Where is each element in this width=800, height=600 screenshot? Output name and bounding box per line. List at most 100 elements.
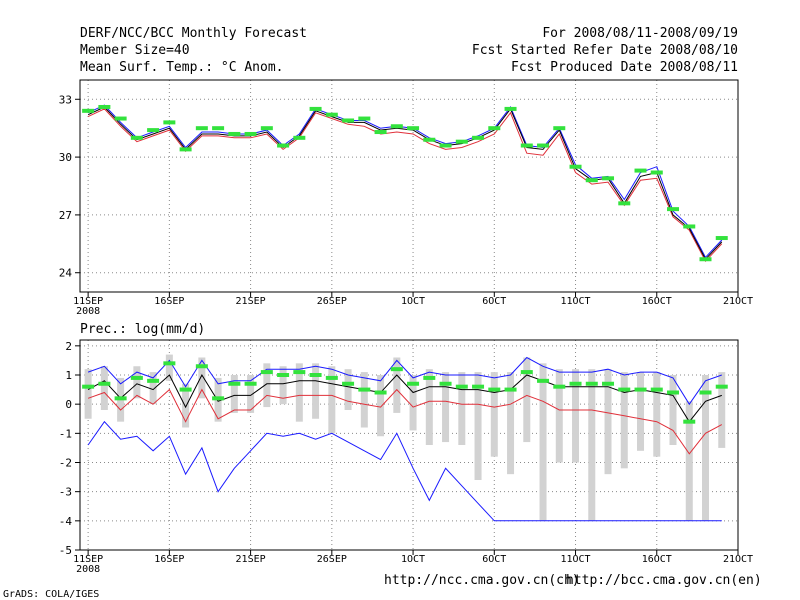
prec-spread-bar [669, 375, 677, 445]
temp-plot-frame [79, 79, 739, 293]
prec-line-max [87, 356, 722, 406]
temp-obs-marker [82, 108, 95, 113]
prec-xtick-label: 11SEP [73, 554, 103, 565]
prec-obs-marker [699, 390, 712, 395]
temp-obs-marker [439, 143, 452, 148]
temp-obs-marker [293, 135, 306, 140]
prec-spread-bar [295, 363, 303, 422]
temp-obs-marker [667, 207, 680, 212]
prec-spread-bar [474, 372, 482, 480]
header-member-size: Member Size=40 [80, 43, 190, 58]
prec-obs-marker [342, 381, 355, 386]
prec-obs-marker [472, 384, 485, 389]
prec-obs-marker [423, 375, 436, 380]
prec-obs-marker [602, 381, 615, 386]
prec-xtick-label: 16OCT [642, 554, 672, 565]
temp-xtick-label: 21SEP [236, 296, 266, 307]
prec-ytick-label: 2 [65, 340, 72, 353]
prec-spread-bar [263, 363, 271, 408]
footer-link-ncc[interactable]: http://ncc.cma.gov.cn(ch) [384, 573, 580, 588]
prec-xtick-label: 1OCT [401, 554, 425, 565]
prec-spread-bar [279, 366, 287, 405]
prec-plot-frame [79, 339, 739, 551]
prec-spread-bar [442, 372, 450, 443]
temp-ytick-label: 24 [59, 267, 73, 280]
prec-obs-marker [650, 387, 663, 392]
temp-obs-marker [455, 139, 468, 144]
prec-spread-bar [572, 369, 580, 463]
prec-obs-marker [667, 390, 680, 395]
temp-ytick-label: 27 [59, 209, 72, 222]
prec-obs-marker [374, 390, 387, 395]
prec-xtick-label: 16SEP [154, 554, 184, 565]
header-produced-date: Fcst Produced Date 2008/08/11 [511, 60, 738, 75]
footer-link-bcc[interactable]: http://bcc.cma.gov.cn(en) [566, 573, 762, 588]
prec-spread-bar [165, 354, 173, 381]
prec-obs-marker [569, 381, 582, 386]
temp-xtick-label: 1OCT [401, 296, 425, 307]
prec-obs-marker [147, 378, 160, 383]
prec-xtick-label: 21SEP [236, 554, 266, 565]
prec-spread-bar [328, 366, 336, 434]
prec-spread-bar [507, 372, 515, 475]
prec-obs-marker [325, 375, 338, 380]
prec-spread-bar [133, 366, 141, 399]
prec-obs-marker [520, 370, 533, 375]
temp-line-max [87, 104, 723, 259]
prec-spread-bar [490, 372, 498, 457]
temp-obs-marker [537, 143, 550, 148]
temp-obs-marker [407, 126, 420, 131]
temp-obs-marker [358, 116, 371, 121]
header-title: DERF/NCC/BCC Monthly Forecast [80, 26, 307, 41]
temp-xtick-label: 11SEP [73, 296, 103, 307]
temp-obs-marker [342, 118, 355, 123]
temp-xtick-label: 16SEP [154, 296, 184, 307]
prec-obs-marker [504, 387, 517, 392]
prec-obs-marker [358, 387, 371, 392]
prec-spread-bar [84, 369, 92, 419]
temp-obs-marker [504, 106, 517, 111]
prec-obs-marker [163, 361, 176, 366]
prec-spread-bar [393, 357, 401, 413]
prec-ytick-label: -3 [59, 486, 72, 499]
temp-obs-marker [650, 170, 663, 175]
temp-obs-marker [163, 120, 176, 125]
prec-spread-bar [312, 363, 320, 419]
prec-spread-bar [685, 401, 693, 521]
temp-obs-marker [618, 201, 631, 206]
prec-obs-marker [82, 384, 95, 389]
prec-obs-marker [114, 396, 127, 401]
temp-obs-marker [488, 126, 501, 131]
prec-obs-marker [195, 364, 208, 369]
header-start-date: Fcst Started Refer Date 2008/08/10 [471, 43, 738, 58]
temp-obs-marker [114, 116, 127, 121]
prec-xtick-label: 11OCT [560, 554, 590, 565]
temp-obs-marker [179, 147, 192, 152]
prec-obs-marker [260, 370, 273, 375]
temp-obs-marker [147, 128, 160, 133]
temp-obs-marker [98, 104, 111, 109]
prec-obs-marker [130, 375, 143, 380]
prec-spread-bar [523, 357, 531, 443]
prec-obs-marker [683, 419, 696, 424]
prec-spread-bar [409, 375, 417, 431]
precip-chart-title: Prec.: log(mm/d) [80, 322, 206, 337]
temp-obs-marker [374, 130, 387, 135]
temp-obs-marker [244, 131, 257, 136]
prec-obs-marker [537, 378, 550, 383]
prec-ytick-label: 1 [65, 369, 72, 382]
header-variable: Mean Surf. Temp.: °C Anom. [80, 60, 284, 75]
prec-spread-bar [458, 372, 466, 445]
temp-obs-marker [634, 168, 647, 173]
temp-obs-marker [130, 135, 143, 140]
footer-credit: GrADS: COLA/IGES [3, 589, 100, 600]
prec-obs-marker [98, 381, 111, 386]
prec-xtick-label: 26SEP [317, 554, 347, 565]
temp-obs-marker [553, 126, 566, 131]
prec-obs-marker [585, 381, 598, 386]
prec-xtick-label: 6OCT [482, 554, 506, 565]
temp-xtick-label: 26SEP [317, 296, 347, 307]
temp-line-min [87, 108, 723, 263]
prec-spread-bar [555, 369, 563, 463]
